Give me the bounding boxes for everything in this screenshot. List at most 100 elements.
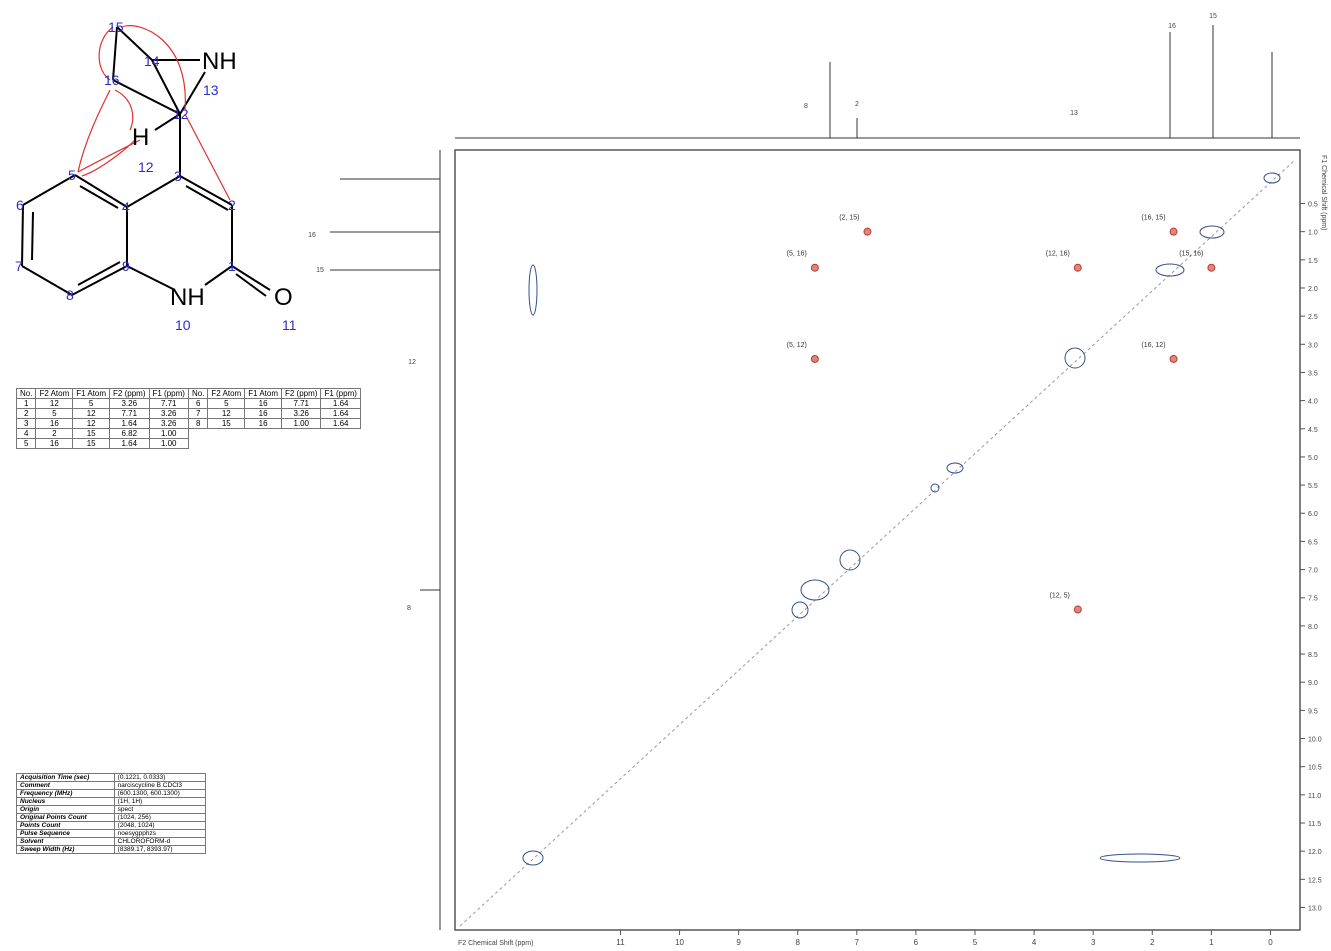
atom-label: 14 xyxy=(144,53,160,69)
atom-label: 8 xyxy=(66,287,74,303)
atom-label: 7 xyxy=(15,258,23,274)
x-tick-label: 4 xyxy=(1032,938,1037,947)
y-tick-label: 7.0 xyxy=(1308,568,1318,575)
cross-peak xyxy=(810,263,819,272)
header-cell: F1 (ppm) xyxy=(148,388,189,399)
table-cell: 15 xyxy=(207,418,246,429)
cross-peak xyxy=(1169,354,1178,363)
table-cell: 7.71 xyxy=(280,398,322,409)
x-tick-label: 3 xyxy=(1091,938,1096,947)
table-row: Pulse Sequence noesygpphzs xyxy=(16,829,207,838)
projection-label: 13 xyxy=(1070,110,1078,117)
group-label: NH xyxy=(170,284,205,311)
table-cell: Acquisition Time (sec) xyxy=(16,773,115,782)
y-tick-label: 3.5 xyxy=(1308,370,1318,377)
table-cell: (2048, 1024) xyxy=(113,821,207,830)
cross-peak xyxy=(1169,227,1178,236)
atom-label: 11 xyxy=(282,317,297,333)
projection-label: 2 xyxy=(855,101,859,108)
table-cell: 3.26 xyxy=(148,418,189,429)
table-cell: (0.1221, 0.0333) xyxy=(113,773,207,782)
table-cell: 16 xyxy=(244,408,282,419)
table-cell: 12 xyxy=(207,408,246,419)
table-cell: 1.64 xyxy=(320,398,361,409)
plot-frame xyxy=(454,149,1301,931)
table-cell: 7.71 xyxy=(109,408,150,419)
y-tick-label: 4.0 xyxy=(1308,399,1318,406)
table-row: Points Count (2048, 1024) xyxy=(16,821,207,830)
x-tick-label: 0 xyxy=(1268,938,1273,947)
header-cell: No. xyxy=(15,388,37,399)
table-cell: 15 xyxy=(72,428,111,439)
x-tick-label: 10 xyxy=(675,938,684,947)
cross-peak xyxy=(1207,263,1216,272)
table-cell: (8389.17, 8393.97) xyxy=(113,845,207,854)
table-cell: 5 xyxy=(207,398,246,409)
header-row: No. F2 Atom F1 Atom F2 (ppm) F1 (ppm) No. F2 A… xyxy=(15,388,361,399)
peak-label: (2, 15) xyxy=(839,215,859,222)
table-cell: 7 xyxy=(187,408,209,419)
table-cell: Sweep Width (Hz) xyxy=(16,845,115,854)
table-cell: 12 xyxy=(35,398,74,409)
x-tick-label: 7 xyxy=(855,938,860,947)
table-cell: Comment xyxy=(16,781,115,790)
y-tick-label: 6.0 xyxy=(1308,511,1318,518)
diagonal xyxy=(459,159,1296,927)
x-tick-label: 9 xyxy=(736,938,741,947)
peak-label: (15, 16) xyxy=(1179,251,1203,258)
atom-label: 4 xyxy=(122,199,130,215)
x-axis-label: F2 Chemical Shift (ppm) xyxy=(458,940,533,947)
projection-left xyxy=(330,150,441,930)
y-tick-label: 4.5 xyxy=(1308,427,1318,434)
x-tick-label: 2 xyxy=(1150,938,1155,947)
group-label: O xyxy=(274,284,293,311)
table-cell: Points Count xyxy=(16,821,115,830)
atom-label: 15 xyxy=(108,19,124,35)
atom-label: 5 xyxy=(68,167,76,183)
table-cell: 16 xyxy=(35,438,74,449)
cross-peak xyxy=(863,227,872,236)
table-cell: (1H, 1H) xyxy=(113,797,207,806)
y-tick-label: 7.5 xyxy=(1308,596,1318,603)
correlation-table: No. F2 Atom F1 Atom F2 (ppm) F1 (ppm) No. F2 A… xyxy=(15,388,361,449)
group-label: H xyxy=(132,124,149,151)
y-tick-label: 12.0 xyxy=(1308,849,1322,856)
x-tick-label: 1 xyxy=(1209,938,1214,947)
table-cell: 3.26 xyxy=(280,408,322,419)
table-cell: noesygpphzs xyxy=(113,829,207,838)
y-tick-label: 11.0 xyxy=(1308,793,1321,800)
table-cell: 16 xyxy=(35,418,74,429)
projection-top xyxy=(455,25,1300,139)
y-tick-label: 12.5 xyxy=(1308,877,1322,884)
noe-arrows xyxy=(77,25,231,201)
header-cell: F1 Atom xyxy=(244,388,282,399)
table-cell: 5 xyxy=(15,438,37,449)
table-cell: 12 xyxy=(72,408,111,419)
peak-label: (16, 12) xyxy=(1141,342,1165,349)
y-tick-label: 11.5 xyxy=(1308,821,1321,828)
projection-label: 16 xyxy=(308,232,316,239)
x-tick-label: 11 xyxy=(616,938,625,947)
table-cell: 5 xyxy=(35,408,74,419)
table-cell: spect xyxy=(113,805,207,814)
y-tick-label: 3.0 xyxy=(1308,342,1318,349)
atom-label: 10 xyxy=(175,317,191,333)
y-tick-label: 1.0 xyxy=(1308,230,1318,237)
projection-label: 16 xyxy=(1168,23,1176,30)
table-cell: 6.82 xyxy=(109,428,150,439)
table-cell: narciscycline B CDCl3 xyxy=(113,781,207,790)
table-cell: Original Points Count xyxy=(16,813,115,822)
cross-peak xyxy=(1073,263,1082,272)
table-cell: Frequency (MHz) xyxy=(16,789,115,798)
table-cell: (1024, 256) xyxy=(113,813,207,822)
atom-label: 6 xyxy=(16,197,24,213)
y-tick-label: 9.0 xyxy=(1308,680,1318,687)
table-row: Frequency (MHz) (600.1300, 600.1300) xyxy=(16,789,207,798)
peak-label: (16, 15) xyxy=(1141,215,1165,222)
y-tick-label: 13.0 xyxy=(1308,905,1322,912)
projection-label: 15 xyxy=(316,267,324,274)
table-row: 2 5 12 7.71 3.26 7 12 16 3.26 1.64 xyxy=(15,408,361,419)
table-cell: Solvent xyxy=(16,837,115,846)
table-row: Comment narciscycline B CDCl3 xyxy=(16,781,207,790)
